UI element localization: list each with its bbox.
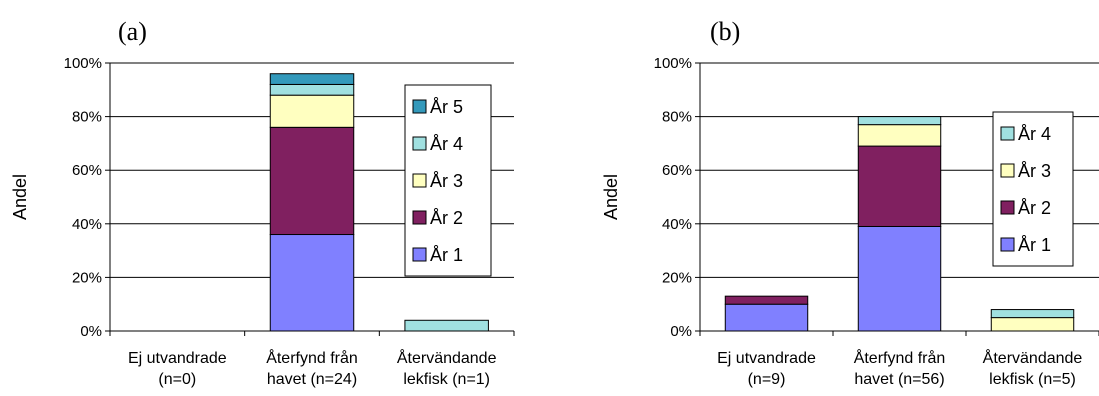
chart-panel-0: 0% 20% 40% 60% 80% 100% Andel Ej utvandrade (n=0…	[10, 55, 515, 388]
category-label: Ej utvandrade	[128, 350, 227, 367]
y-tick-label: 80%	[662, 109, 692, 126]
bar-segment	[269, 94, 355, 128]
bar-segment	[857, 225, 942, 332]
bar-segment	[269, 83, 355, 96]
bar-segment	[857, 116, 942, 126]
panel-label-b: (b)	[710, 17, 740, 46]
y-tick-label: 20%	[662, 269, 692, 286]
category-label: Återfynd från	[854, 348, 946, 367]
y-tick-label: 0%	[670, 323, 692, 340]
bar-segment	[724, 303, 809, 332]
legend-swatch	[1000, 163, 1015, 178]
legend-label: År 2	[1018, 198, 1051, 218]
category-label: Återvändande	[397, 348, 497, 367]
y-axis-label: Andel	[601, 174, 621, 220]
legend-label: År 4	[1018, 124, 1051, 144]
category-label: (n=0)	[158, 371, 196, 388]
legend-swatch	[412, 136, 427, 151]
bar-segment	[269, 234, 355, 332]
legend-swatch	[412, 99, 427, 114]
legend-label: År 3	[430, 171, 463, 191]
bar-segment	[724, 295, 809, 305]
panel-label-a: (a)	[118, 17, 147, 46]
legend-swatch	[412, 173, 427, 188]
y-tick-label: 40%	[662, 216, 692, 233]
category-label: Ej utvandrade	[717, 350, 816, 367]
legend-label: År 1	[1018, 235, 1051, 255]
legend-label: År 5	[430, 97, 463, 117]
bar-segment	[857, 145, 942, 227]
legend-swatch	[1000, 126, 1015, 141]
y-tick-label: 40%	[72, 216, 102, 233]
y-tick-label: 60%	[662, 162, 692, 179]
category-label: havet (n=24)	[267, 371, 357, 388]
bar-segment	[404, 319, 489, 332]
y-tick-label: 60%	[72, 162, 102, 179]
category-label: Återfynd från	[266, 348, 358, 367]
legend-swatch	[412, 210, 427, 225]
y-tick-label: 100%	[64, 55, 102, 72]
category-label: lekfisk (n=5)	[989, 371, 1076, 388]
bar-segment	[269, 126, 355, 236]
y-tick-label: 0%	[80, 323, 102, 340]
bar-segment	[990, 317, 1075, 332]
category-label: lekfisk (n=1)	[403, 371, 490, 388]
bar-segment	[857, 124, 942, 147]
legend-swatch	[412, 247, 427, 262]
legend-label: År 1	[430, 245, 463, 265]
y-tick-label: 20%	[72, 269, 102, 286]
legend-label: År 3	[1018, 161, 1051, 181]
y-tick-label: 100%	[654, 55, 692, 72]
bar-segment	[990, 309, 1075, 319]
chart-panel-1: 0% 20% 40% 60% 80% 100% Andel Ej utvandrade (n=9…	[601, 55, 1099, 388]
y-tick-label: 80%	[72, 109, 102, 126]
legend-swatch	[1000, 200, 1015, 215]
category-label: havet (n=56)	[854, 371, 944, 388]
y-axis-label: Andel	[10, 174, 30, 220]
bar-segment	[269, 73, 355, 85]
legend-label: År 4	[430, 134, 463, 154]
legend-swatch	[1000, 237, 1015, 252]
category-label: Återvändande	[983, 348, 1083, 367]
category-label: (n=9)	[748, 371, 786, 388]
legend-label: År 2	[430, 208, 463, 228]
